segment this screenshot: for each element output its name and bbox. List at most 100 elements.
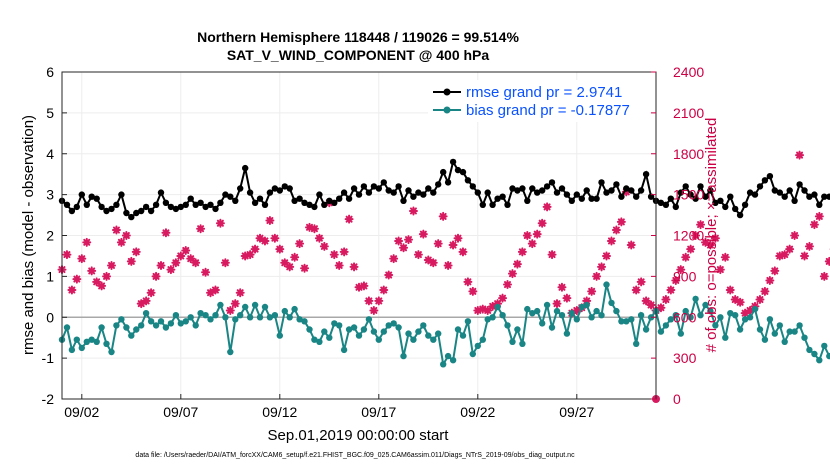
bias-point: [534, 307, 541, 315]
rmse-point: [821, 193, 828, 200]
rmse-point: [806, 193, 813, 200]
obs-assimilated-point: [201, 267, 211, 277]
obs-assimilated-point: [636, 277, 646, 287]
bias-point: [162, 324, 170, 331]
rmse-point: [301, 199, 308, 206]
rmse-point: [316, 191, 323, 198]
legend-rmse-marker: [443, 88, 451, 96]
obs-assimilated-point: [671, 275, 681, 285]
rmse-point: [504, 201, 511, 208]
bias-point: [826, 352, 830, 360]
obs-assimilated-point: [141, 296, 151, 306]
bias-point: [578, 303, 585, 311]
rmse-point: [365, 189, 373, 196]
bias-point: [400, 352, 407, 360]
bias-point: [251, 301, 259, 309]
bias-point: [657, 328, 665, 335]
bias-point: [672, 312, 679, 319]
obs-assimilated-point: [225, 305, 235, 315]
chart-title: Northern Hemisphere 118448 / 119026 = 99…: [197, 29, 519, 45]
obs-assimilated-point: [349, 262, 359, 272]
obs-assimilated-point: [512, 259, 522, 269]
bias-point: [628, 316, 635, 323]
bias-point: [355, 332, 363, 339]
obs-assimilated-point: [483, 305, 493, 315]
obs-assimilated-point: [319, 241, 329, 251]
obs-assimilated-point: [478, 304, 488, 314]
rmse-point: [563, 191, 571, 198]
bias-point: [543, 301, 551, 309]
obs-assimilated-point: [611, 225, 621, 235]
obs-assimilated-point: [547, 250, 557, 260]
obs-assimilated-point: [780, 250, 790, 260]
bias-point: [539, 320, 546, 327]
obs-assimilated-point: [364, 296, 374, 306]
obs-assimilated-point: [453, 233, 463, 243]
bias-point: [761, 336, 769, 343]
rmse-point: [271, 185, 279, 192]
rmse-point: [776, 189, 783, 196]
obs-assimilated-point: [691, 231, 701, 240]
bias-point: [667, 316, 674, 323]
obs-assimilated-point: [488, 301, 498, 311]
rmse-point: [187, 195, 194, 202]
rmse-point: [152, 201, 160, 208]
bias-point: [167, 320, 175, 327]
obs-assimilated-point: [765, 275, 775, 285]
rmse-point: [395, 183, 402, 190]
obs-assimilated-point: [433, 239, 443, 249]
rmse-point: [608, 187, 615, 194]
obs-assimilated-point: [730, 295, 740, 305]
rmse-point: [444, 179, 452, 186]
rmse-point: [177, 203, 184, 211]
bias-point: [568, 310, 575, 317]
obs-assimilated-point: [517, 247, 527, 257]
obs-assimilated-point: [136, 299, 146, 309]
bias-point: [548, 324, 556, 331]
obs-assimilated-point: [305, 222, 314, 232]
rmse-point: [246, 189, 254, 196]
bias-point: [573, 316, 580, 323]
rmse-point: [415, 189, 422, 196]
rmse-point: [207, 201, 214, 208]
bias-point: [73, 336, 81, 343]
obs-assimilated-point: [522, 231, 532, 240]
obs-assimilated-point: [156, 260, 166, 270]
rmse-point: [459, 168, 467, 176]
obs-assimilated-point: [206, 288, 215, 298]
obs-assimilated-point: [602, 251, 611, 261]
obs-assimilated-point: [92, 277, 102, 287]
bias-point: [63, 324, 71, 331]
bias-point: [420, 322, 427, 329]
bias-point: [365, 316, 373, 323]
rmse-point: [687, 191, 694, 198]
legend: rmse grand pr = 2.9741 bias grand pr = -…: [428, 80, 650, 122]
bias-point: [732, 312, 739, 319]
bias-point: [177, 320, 184, 327]
obs-assimilated-point: [131, 247, 141, 257]
rmse-point: [672, 203, 679, 211]
rmse-point: [98, 203, 105, 211]
obs-assimilated-point: [171, 258, 181, 268]
rmse-point: [123, 209, 130, 217]
bias-point: [514, 326, 521, 333]
x-axis: 09/02 09/07 09/12 09/17 09/22 09/27: [64, 394, 595, 420]
obs-assimilated-point: [532, 229, 542, 239]
bias-point: [237, 312, 244, 319]
y-axis-label: rmse and bias (model - observation): [20, 115, 37, 355]
obs-assimilated-point: [339, 247, 349, 257]
obs-assimilated-point: [275, 244, 285, 254]
obs-assimilated-point: [656, 303, 666, 313]
bias-point: [736, 326, 744, 333]
rmse-point: [781, 193, 788, 200]
bias-point: [331, 320, 338, 327]
rmse-point: [489, 201, 496, 208]
bias-point: [791, 328, 798, 335]
obs-assimilated-point: [384, 270, 394, 280]
obs-assimilated-point: [146, 288, 156, 298]
bias-point: [142, 310, 150, 317]
bias-point: [276, 332, 283, 339]
bias-point: [781, 338, 788, 345]
rmse-point: [707, 187, 714, 194]
obs-assimilated-point: [240, 251, 250, 261]
